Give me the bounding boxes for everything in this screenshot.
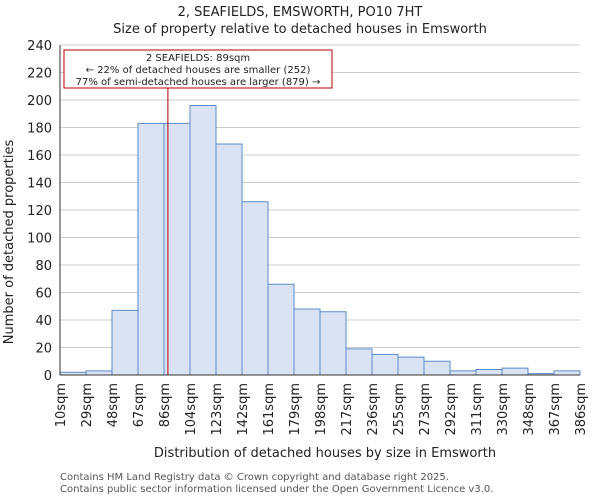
x-tick-label: 386sqm: [574, 383, 589, 436]
x-tick-label: 217sqm: [340, 383, 355, 436]
chart-title: 2, SEAFIELDS, EMSWORTH, PO10 7HT: [178, 5, 423, 20]
x-tick-label: 273sqm: [418, 383, 433, 436]
x-axis-label: Distribution of detached houses by size …: [154, 446, 496, 461]
bars: [59, 105, 581, 376]
y-tick-label: 60: [35, 287, 52, 302]
y-tick-label: 100: [27, 232, 52, 247]
x-tick-label: 348sqm: [522, 383, 537, 436]
histogram-bar: [397, 356, 425, 376]
annotation-line-3: 77% of semi-detached houses are larger (…: [76, 77, 321, 88]
annotation-line-1: 2 SEAFIELDS: 89sqm: [146, 53, 250, 64]
histogram-bar: [319, 311, 347, 376]
histogram-bar: [111, 309, 139, 376]
histogram-bar: [189, 105, 217, 376]
histogram-bar: [267, 283, 295, 376]
y-tick-label: 180: [27, 122, 52, 137]
x-tick-label: 179sqm: [288, 383, 303, 436]
histogram-bar: [475, 369, 503, 376]
x-tick-label: 104sqm: [184, 383, 199, 436]
x-tick-label: 29sqm: [80, 383, 95, 427]
histogram-bar: [501, 367, 529, 376]
y-tick-label: 80: [35, 259, 52, 274]
histogram-bar: [215, 143, 243, 376]
x-tick-label: 142sqm: [236, 383, 251, 436]
y-tick-label: 120: [27, 204, 52, 219]
x-tick-label: 67sqm: [132, 383, 147, 427]
histogram-bar: [423, 360, 451, 376]
chart-subtitle: Size of property relative to detached ho…: [113, 22, 487, 37]
histogram-bar: [449, 370, 477, 376]
annotation-box: 2 SEAFIELDS: 89sqm ← 22% of detached hou…: [63, 49, 333, 89]
footer-line-2: Contains public sector information licen…: [60, 484, 494, 495]
annotation-line-2: ← 22% of detached houses are smaller (25…: [86, 65, 311, 76]
histogram-bar: [241, 201, 269, 376]
x-tick-label: 48sqm: [106, 383, 121, 427]
y-tick-label: 0: [44, 369, 52, 384]
y-tick-label: 160: [27, 149, 52, 164]
histogram-bar: [293, 308, 321, 376]
y-tick-label: 200: [27, 94, 52, 109]
y-tick-labels: 0 20 40 60 80 100 120 140 160 180 200 220 240: [27, 39, 52, 384]
histogram-bar: [371, 353, 399, 376]
annotation-frame: [63, 49, 333, 89]
x-tick-label: 367sqm: [548, 383, 563, 436]
y-tick-label: 240: [27, 39, 52, 54]
histogram-bar: [345, 348, 373, 376]
x-tick-label: 123sqm: [210, 383, 225, 436]
x-tick-label: 86sqm: [158, 383, 173, 427]
x-tick-label: 198sqm: [314, 383, 329, 436]
y-tick-label: 140: [27, 177, 52, 192]
x-tick-labels: 10sqm 29sqm 48sqm 67sqm 86sqm 104sqm 123sqm 142…: [54, 383, 589, 436]
x-tick-label: 161sqm: [262, 383, 277, 436]
x-tick-label: 255sqm: [392, 383, 407, 436]
footer-line-1: Contains HM Land Registry data © Crown c…: [60, 472, 449, 483]
x-tick-label: 330sqm: [496, 383, 511, 436]
histogram-bar: [85, 370, 113, 376]
histogram-bar: [553, 370, 581, 376]
y-tick-label: 20: [35, 342, 52, 357]
axes: [59, 45, 580, 376]
y-tick-label: 220: [27, 67, 52, 82]
x-tick-label: 292sqm: [444, 383, 459, 436]
y-axis-label: Number of detached properties: [2, 140, 17, 345]
x-tick-label: 10sqm: [54, 383, 69, 427]
x-tick-label: 311sqm: [470, 383, 485, 436]
histogram-bar: [137, 122, 165, 376]
x-tick-label: 236sqm: [366, 383, 381, 436]
y-tick-label: 40: [35, 314, 52, 329]
